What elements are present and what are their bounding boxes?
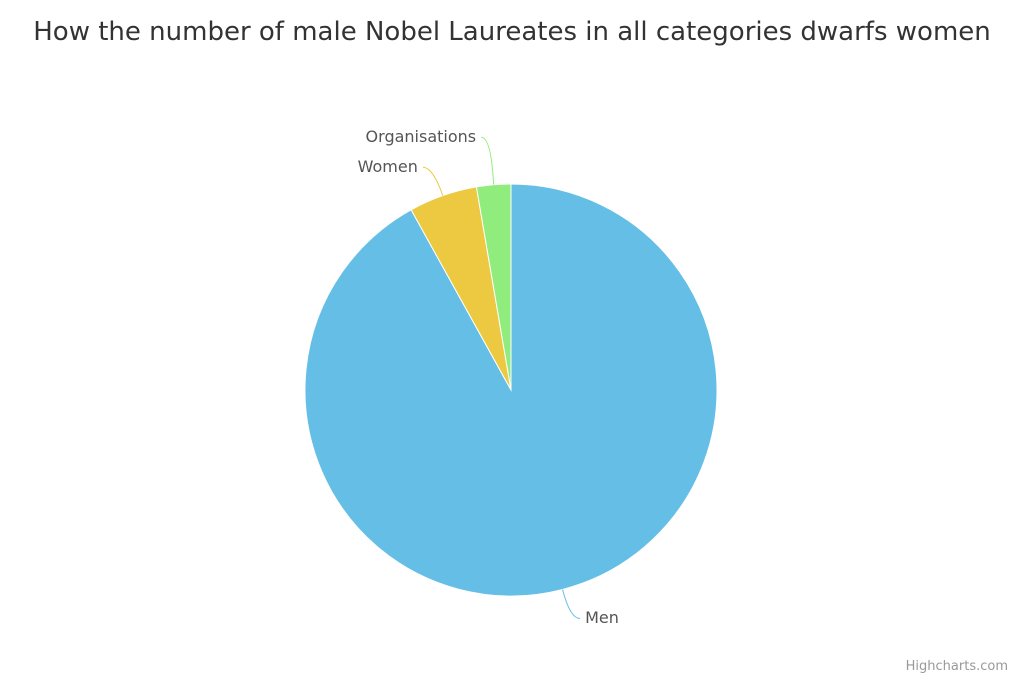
data-label: Men <box>585 608 619 627</box>
data-label: Women <box>358 157 418 176</box>
credits[interactable]: Highcharts.com <box>905 659 1008 674</box>
pie-slice <box>475 183 512 391</box>
data-label: Organisations <box>366 127 477 146</box>
connector <box>562 589 581 619</box>
chart-title: How the number of male Nobel Laureates i… <box>33 17 991 47</box>
connector <box>422 166 444 196</box>
connector <box>480 136 495 185</box>
